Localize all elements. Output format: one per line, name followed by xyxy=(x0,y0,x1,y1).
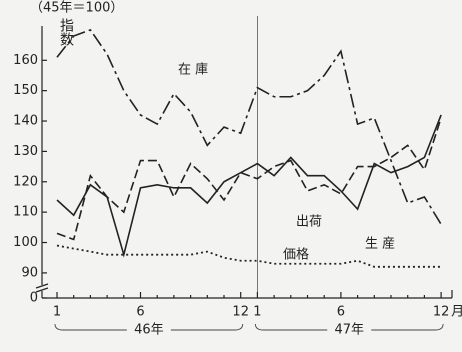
x-tick-label: 6 xyxy=(136,305,144,320)
x-tick-label: 1 xyxy=(53,305,61,320)
x-unit: 月 xyxy=(451,305,462,320)
series-line xyxy=(56,114,442,258)
axis-break xyxy=(35,287,49,293)
y-tick-label: 0 xyxy=(30,291,38,306)
y-tick-label: 150 xyxy=(13,83,38,98)
axis-break xyxy=(35,283,49,289)
y-tick-label: 140 xyxy=(13,114,38,129)
x-tick-label: 1 xyxy=(253,305,261,320)
y-tick-label: 120 xyxy=(13,174,38,189)
year-bracket xyxy=(54,323,244,331)
y-tick-label: 110 xyxy=(13,205,38,220)
series-label: 生 産 xyxy=(365,236,395,252)
chart-subtitle: （45年＝100） xyxy=(30,1,123,16)
series-line xyxy=(56,28,442,225)
year-label: 47年 xyxy=(334,323,364,338)
year-bracket xyxy=(254,323,444,331)
series-label: 出荷 xyxy=(296,215,322,230)
y-tick-label: 130 xyxy=(13,144,38,159)
year-label: 46年 xyxy=(134,323,164,338)
x-tick-label: 6 xyxy=(337,305,345,320)
y-axis-label: 指数 xyxy=(58,18,74,46)
series-label: 在 庫 xyxy=(178,63,208,78)
series-line xyxy=(56,117,442,241)
y-tick-label: 100 xyxy=(13,235,38,250)
y-tick-label: 90 xyxy=(21,265,38,280)
y-tick-label: 160 xyxy=(13,53,38,68)
x-tick-label: 12 xyxy=(232,305,249,320)
series-label: 価格 xyxy=(283,247,309,263)
x-tick-label: 12 xyxy=(433,305,450,320)
